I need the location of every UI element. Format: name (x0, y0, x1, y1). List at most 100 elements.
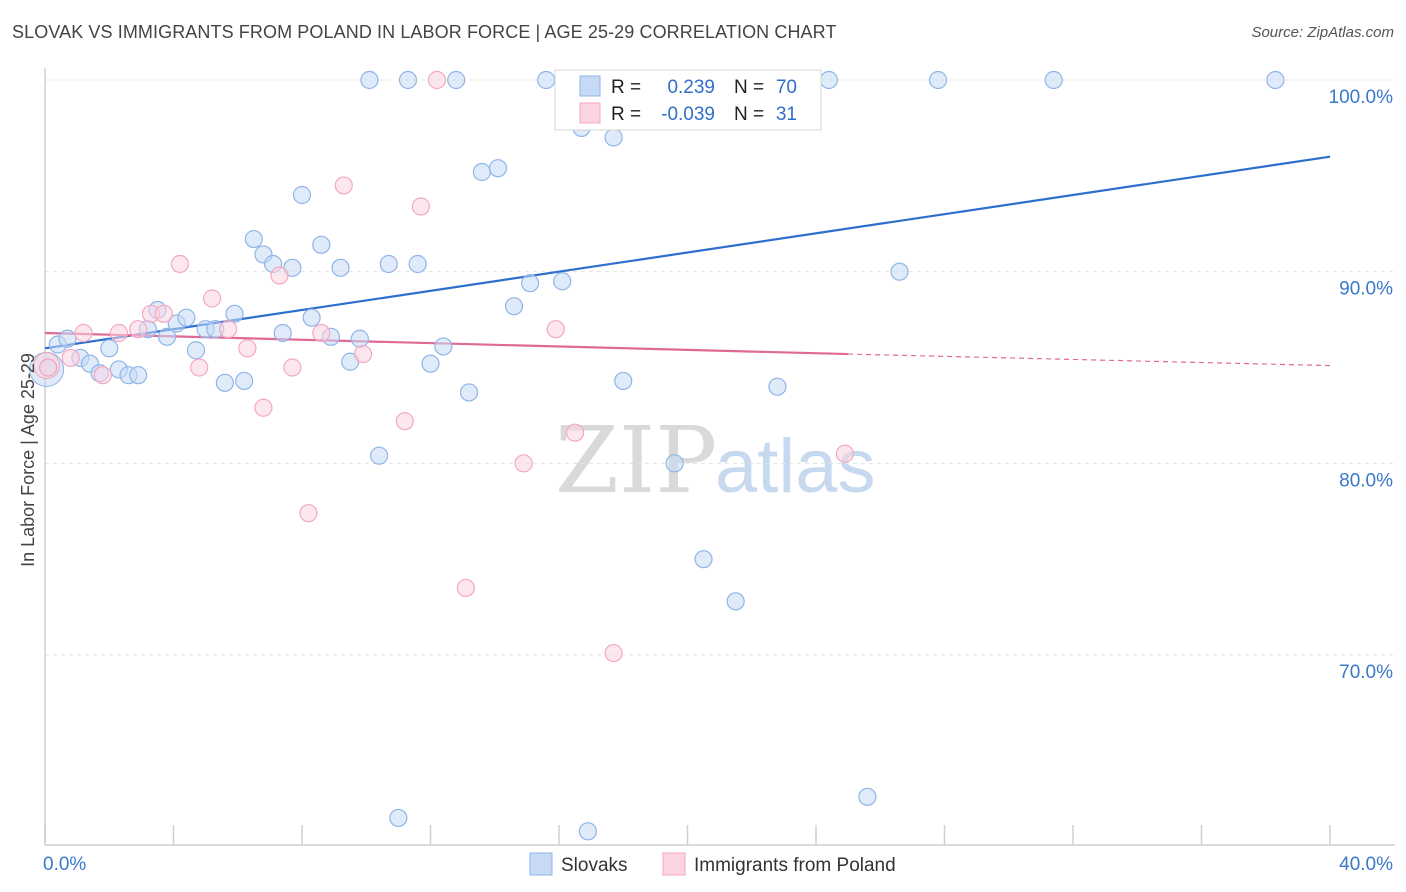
point-slovaks (177, 308, 196, 327)
point-slovaks (215, 373, 234, 392)
point-poland (283, 358, 302, 377)
point-slovaks (537, 70, 556, 90)
gridlines (45, 79, 1395, 656)
point-slovaks (665, 454, 684, 473)
point-poland (427, 70, 447, 90)
point-poland (546, 320, 565, 339)
poland-swatch (579, 102, 601, 124)
point-poland (514, 454, 533, 473)
point-poland (170, 254, 190, 274)
point-slovaks (553, 272, 572, 291)
axes (44, 68, 1395, 846)
trend-line-poland-extension (848, 353, 1331, 367)
point-slovaks (819, 70, 838, 90)
point-slovaks (379, 254, 398, 274)
poland-r-value: -0.039 (661, 104, 715, 125)
point-poland (395, 412, 414, 431)
point-slovaks (447, 70, 466, 90)
legend-poland-label: Immigrants from Poland (694, 855, 896, 876)
legend-slovaks-label: Slovaks (561, 855, 628, 876)
slovaks-n-label: N = (734, 77, 764, 98)
point-slovaks (520, 274, 540, 293)
point-slovaks (434, 337, 453, 356)
point-slovaks (331, 258, 350, 277)
slovaks-r-label: R = (611, 77, 641, 98)
point-poland (334, 176, 353, 195)
poland-n-value: 31 (776, 104, 797, 125)
point-slovaks (726, 592, 745, 611)
x-tick-label: 40.0% (1339, 854, 1393, 875)
y-tick-label: 70.0% (1339, 662, 1393, 683)
point-poland (109, 323, 128, 343)
point-poland (129, 320, 148, 339)
source-credit: Source: ZipAtlas.com (1251, 24, 1394, 41)
point-slovaks (292, 185, 312, 205)
point-slovaks (1266, 70, 1285, 90)
point-slovaks (235, 371, 254, 391)
point-poland (74, 323, 93, 343)
slovaks-n-value: 70 (776, 77, 797, 98)
x-tick-label: 0.0% (43, 854, 86, 875)
watermark-atlas: atlas (715, 424, 876, 509)
point-slovaks (488, 159, 508, 178)
point-slovaks (928, 70, 948, 90)
point-slovaks (1044, 70, 1063, 90)
point-slovaks (100, 339, 119, 358)
y-axis-label: In Labor Force | Age 25-29 (18, 353, 38, 567)
point-slovaks (890, 262, 909, 281)
legend-poland-swatch (662, 852, 686, 876)
point-slovaks (604, 128, 623, 147)
slovaks-swatch (579, 75, 601, 97)
poland-r-label: R = (611, 104, 641, 125)
chart-title: SLOVAK VS IMMIGRANTS FROM POLAND IN LABO… (12, 22, 837, 42)
point-slovaks (578, 822, 598, 841)
point-slovaks (58, 329, 77, 348)
point-slovaks (389, 808, 408, 828)
point-poland (270, 266, 289, 285)
watermark-zip: ZIP (555, 407, 717, 514)
point-slovaks (768, 377, 787, 396)
point-slovaks (472, 162, 491, 182)
point-slovaks (129, 366, 148, 385)
point-poland (604, 643, 623, 663)
point-poland (190, 358, 209, 377)
point-poland (93, 366, 112, 385)
trend-line-slovaks (44, 155, 1331, 350)
y-tick-label: 80.0% (1339, 470, 1393, 491)
point-poland (312, 323, 331, 343)
point-slovaks (421, 354, 440, 373)
point-poland (154, 304, 173, 323)
point-poland (61, 348, 80, 368)
bottom-legend: Slovaks Immigrants from Poland (529, 852, 896, 876)
point-poland (835, 444, 855, 463)
point-poland (353, 344, 373, 364)
point-poland (299, 504, 318, 523)
poland-n-label: N = (734, 104, 764, 125)
point-slovaks (694, 550, 713, 569)
point-slovaks (459, 383, 479, 402)
legend-slovaks-swatch (529, 852, 553, 876)
slovaks-r-value: 0.239 (667, 77, 715, 98)
y-tick-label: 90.0% (1339, 279, 1393, 300)
point-slovaks (370, 446, 389, 465)
point-poland (456, 578, 475, 598)
point-slovaks (157, 327, 177, 346)
point-slovaks (244, 229, 263, 249)
point-poland (254, 398, 273, 417)
point-poland (219, 320, 238, 339)
point-poland (238, 339, 257, 358)
stats-legend: R = 0.239 N = 70 R = -0.039 N = 31 (554, 69, 822, 131)
point-slovaks (360, 70, 379, 90)
y-tick-label: 100.0% (1329, 87, 1394, 108)
trend-lines (44, 155, 1331, 367)
point-poland (39, 358, 58, 377)
point-poland (411, 197, 430, 216)
point-slovaks (504, 297, 524, 316)
point-poland (565, 423, 585, 442)
point-slovaks (350, 329, 369, 348)
point-slovaks (408, 254, 427, 274)
point-slovaks (614, 371, 633, 391)
point-poland (202, 289, 222, 308)
point-slovaks (186, 341, 206, 360)
